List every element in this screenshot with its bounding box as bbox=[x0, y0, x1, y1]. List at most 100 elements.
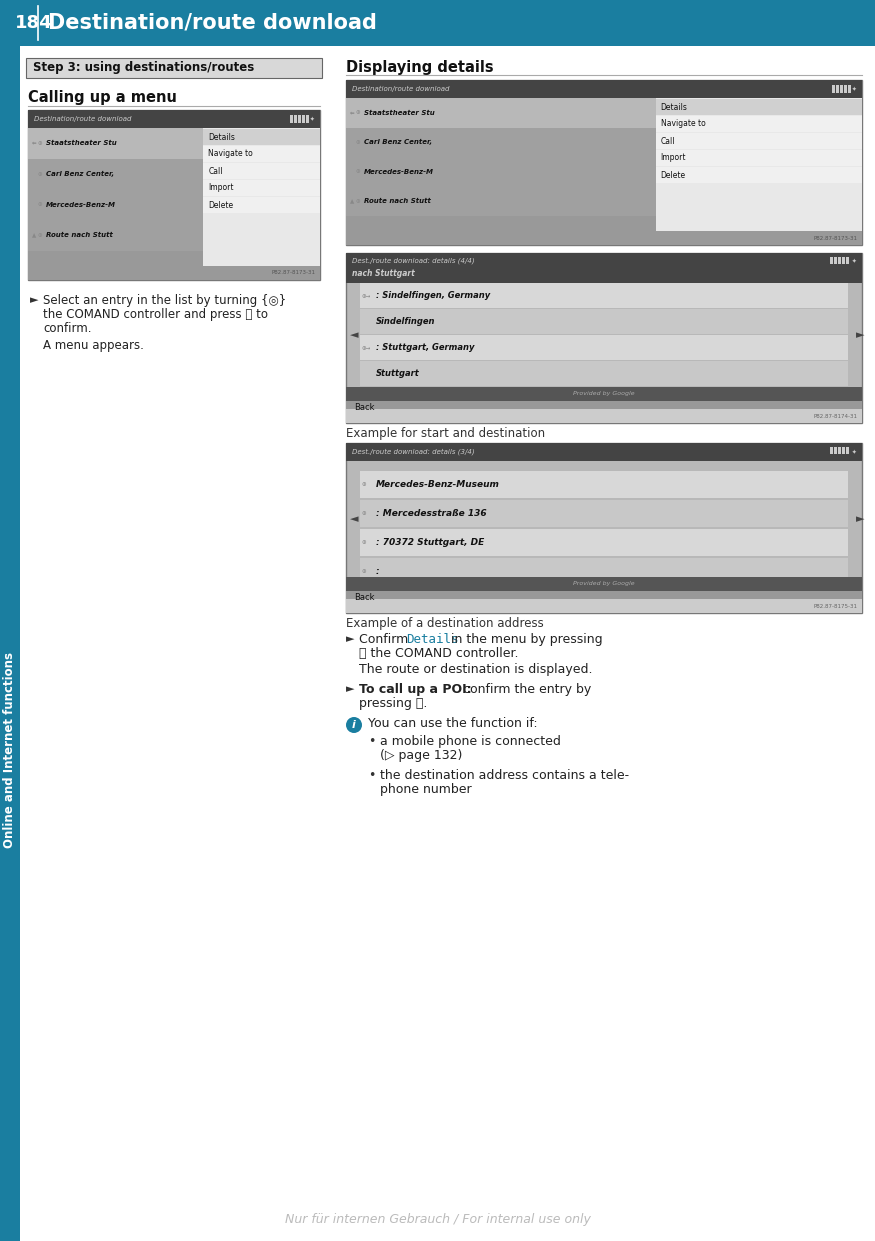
Text: Import: Import bbox=[661, 154, 686, 163]
Text: A menu appears.: A menu appears. bbox=[43, 339, 144, 352]
Bar bbox=[360, 283, 848, 308]
Bar bbox=[346, 591, 862, 606]
Bar bbox=[834, 257, 837, 264]
Bar bbox=[360, 529, 848, 556]
Bar bbox=[28, 110, 320, 280]
Text: : Mercedesstraße 136: : Mercedesstraße 136 bbox=[376, 509, 487, 517]
Text: Destination/route download: Destination/route download bbox=[48, 12, 377, 34]
Bar bbox=[840, 84, 843, 93]
Bar bbox=[360, 472, 848, 498]
Text: Nur für internen Gebrauch / For internal use only: Nur für internen Gebrauch / For internal… bbox=[284, 1214, 591, 1226]
Text: ►: ► bbox=[856, 330, 864, 340]
Text: P82.87-8175-31: P82.87-8175-31 bbox=[814, 603, 858, 608]
Bar bbox=[290, 115, 293, 123]
Text: Destination/route download: Destination/route download bbox=[352, 86, 450, 92]
Text: Sindelfingen: Sindelfingen bbox=[376, 318, 436, 326]
Bar bbox=[346, 577, 862, 591]
Bar bbox=[203, 129, 320, 145]
Text: Example of a destination address: Example of a destination address bbox=[346, 617, 543, 630]
Bar bbox=[346, 387, 862, 401]
Bar bbox=[655, 133, 862, 149]
Text: Online and Internet functions: Online and Internet functions bbox=[4, 652, 17, 848]
Bar bbox=[28, 128, 203, 266]
Text: Navigate to: Navigate to bbox=[208, 149, 253, 159]
Bar bbox=[203, 197, 320, 213]
Bar bbox=[830, 257, 833, 264]
Text: Delete: Delete bbox=[661, 170, 686, 180]
Text: Back: Back bbox=[354, 593, 374, 602]
Text: : 70372 Stuttgart, DE: : 70372 Stuttgart, DE bbox=[376, 539, 484, 547]
Bar bbox=[346, 186, 655, 216]
Bar bbox=[0, 0, 875, 46]
Text: Navigate to: Navigate to bbox=[661, 119, 705, 129]
Text: ►: ► bbox=[346, 684, 354, 694]
Bar bbox=[28, 190, 203, 220]
Text: confirm the entry by: confirm the entry by bbox=[459, 683, 592, 696]
Text: ◄: ◄ bbox=[350, 330, 359, 340]
Text: Import: Import bbox=[208, 184, 234, 192]
Bar bbox=[836, 84, 839, 93]
Bar bbox=[346, 401, 862, 414]
Bar bbox=[346, 79, 862, 244]
Bar bbox=[346, 79, 862, 98]
Bar bbox=[655, 99, 862, 115]
Text: P82.87-8174-31: P82.87-8174-31 bbox=[814, 413, 858, 418]
Bar bbox=[842, 447, 845, 454]
Text: Mercedes-Benz-Museum: Mercedes-Benz-Museum bbox=[376, 480, 500, 489]
Text: Route nach Stutt: Route nach Stutt bbox=[364, 199, 430, 205]
Text: ⊕: ⊕ bbox=[356, 169, 360, 175]
Text: ⊕: ⊕ bbox=[356, 199, 360, 204]
Text: •: • bbox=[368, 769, 375, 782]
Text: in the menu by pressing: in the menu by pressing bbox=[447, 633, 603, 647]
Text: ✦: ✦ bbox=[851, 87, 857, 92]
Text: ⊕: ⊕ bbox=[356, 110, 360, 115]
Text: ⇐: ⇐ bbox=[32, 140, 37, 146]
Text: Step 3: using destinations/routes: Step 3: using destinations/routes bbox=[33, 62, 255, 74]
Bar bbox=[294, 115, 297, 123]
Text: ◄: ◄ bbox=[350, 514, 359, 524]
Bar bbox=[346, 158, 655, 186]
Text: (▷ page 132): (▷ page 132) bbox=[380, 750, 462, 762]
Text: ⊕: ⊕ bbox=[362, 482, 367, 486]
Bar bbox=[346, 253, 862, 283]
Text: Details: Details bbox=[406, 633, 458, 647]
Text: ⊕: ⊕ bbox=[38, 171, 43, 176]
Text: Provided by Google: Provided by Google bbox=[573, 582, 635, 587]
Bar bbox=[360, 500, 848, 527]
Bar bbox=[26, 58, 322, 78]
Bar bbox=[842, 257, 845, 264]
Text: Call: Call bbox=[208, 166, 223, 175]
Bar bbox=[838, 257, 841, 264]
Text: Back: Back bbox=[354, 403, 374, 412]
Text: Delete: Delete bbox=[208, 201, 234, 210]
Text: ►: ► bbox=[30, 295, 38, 305]
Text: pressing Ⓢ.: pressing Ⓢ. bbox=[359, 697, 427, 710]
Text: nach Stuttgart: nach Stuttgart bbox=[352, 268, 415, 278]
Bar bbox=[0, 46, 20, 1241]
Bar bbox=[346, 231, 862, 244]
Bar bbox=[203, 180, 320, 196]
Text: ⊕: ⊕ bbox=[356, 140, 360, 145]
Bar bbox=[346, 599, 862, 613]
Text: Ⓢ the COMAND controller.: Ⓢ the COMAND controller. bbox=[359, 647, 519, 660]
Text: ⊕: ⊕ bbox=[38, 140, 43, 146]
Bar bbox=[203, 128, 320, 266]
Text: ⊕: ⊕ bbox=[362, 511, 367, 516]
Bar bbox=[346, 410, 862, 423]
Bar bbox=[346, 128, 655, 158]
Circle shape bbox=[346, 717, 362, 733]
Bar bbox=[360, 361, 848, 386]
Text: Example for start and destination: Example for start and destination bbox=[346, 427, 545, 441]
Bar bbox=[655, 98, 862, 231]
Text: Staatstheater Stu: Staatstheater Stu bbox=[46, 140, 116, 146]
Text: ⊕: ⊕ bbox=[38, 233, 43, 238]
Text: Route nach Stutt: Route nach Stutt bbox=[46, 232, 113, 238]
Bar bbox=[28, 159, 203, 190]
Bar bbox=[346, 443, 862, 613]
Bar bbox=[28, 266, 320, 280]
Text: the destination address contains a tele-: the destination address contains a tele- bbox=[380, 769, 629, 782]
Text: the COMAND controller and press Ⓢ to: the COMAND controller and press Ⓢ to bbox=[43, 308, 268, 321]
Bar bbox=[360, 558, 848, 585]
Text: ⊕→: ⊕→ bbox=[362, 345, 371, 350]
Text: : Sindelfingen, Germany: : Sindelfingen, Germany bbox=[376, 292, 490, 300]
